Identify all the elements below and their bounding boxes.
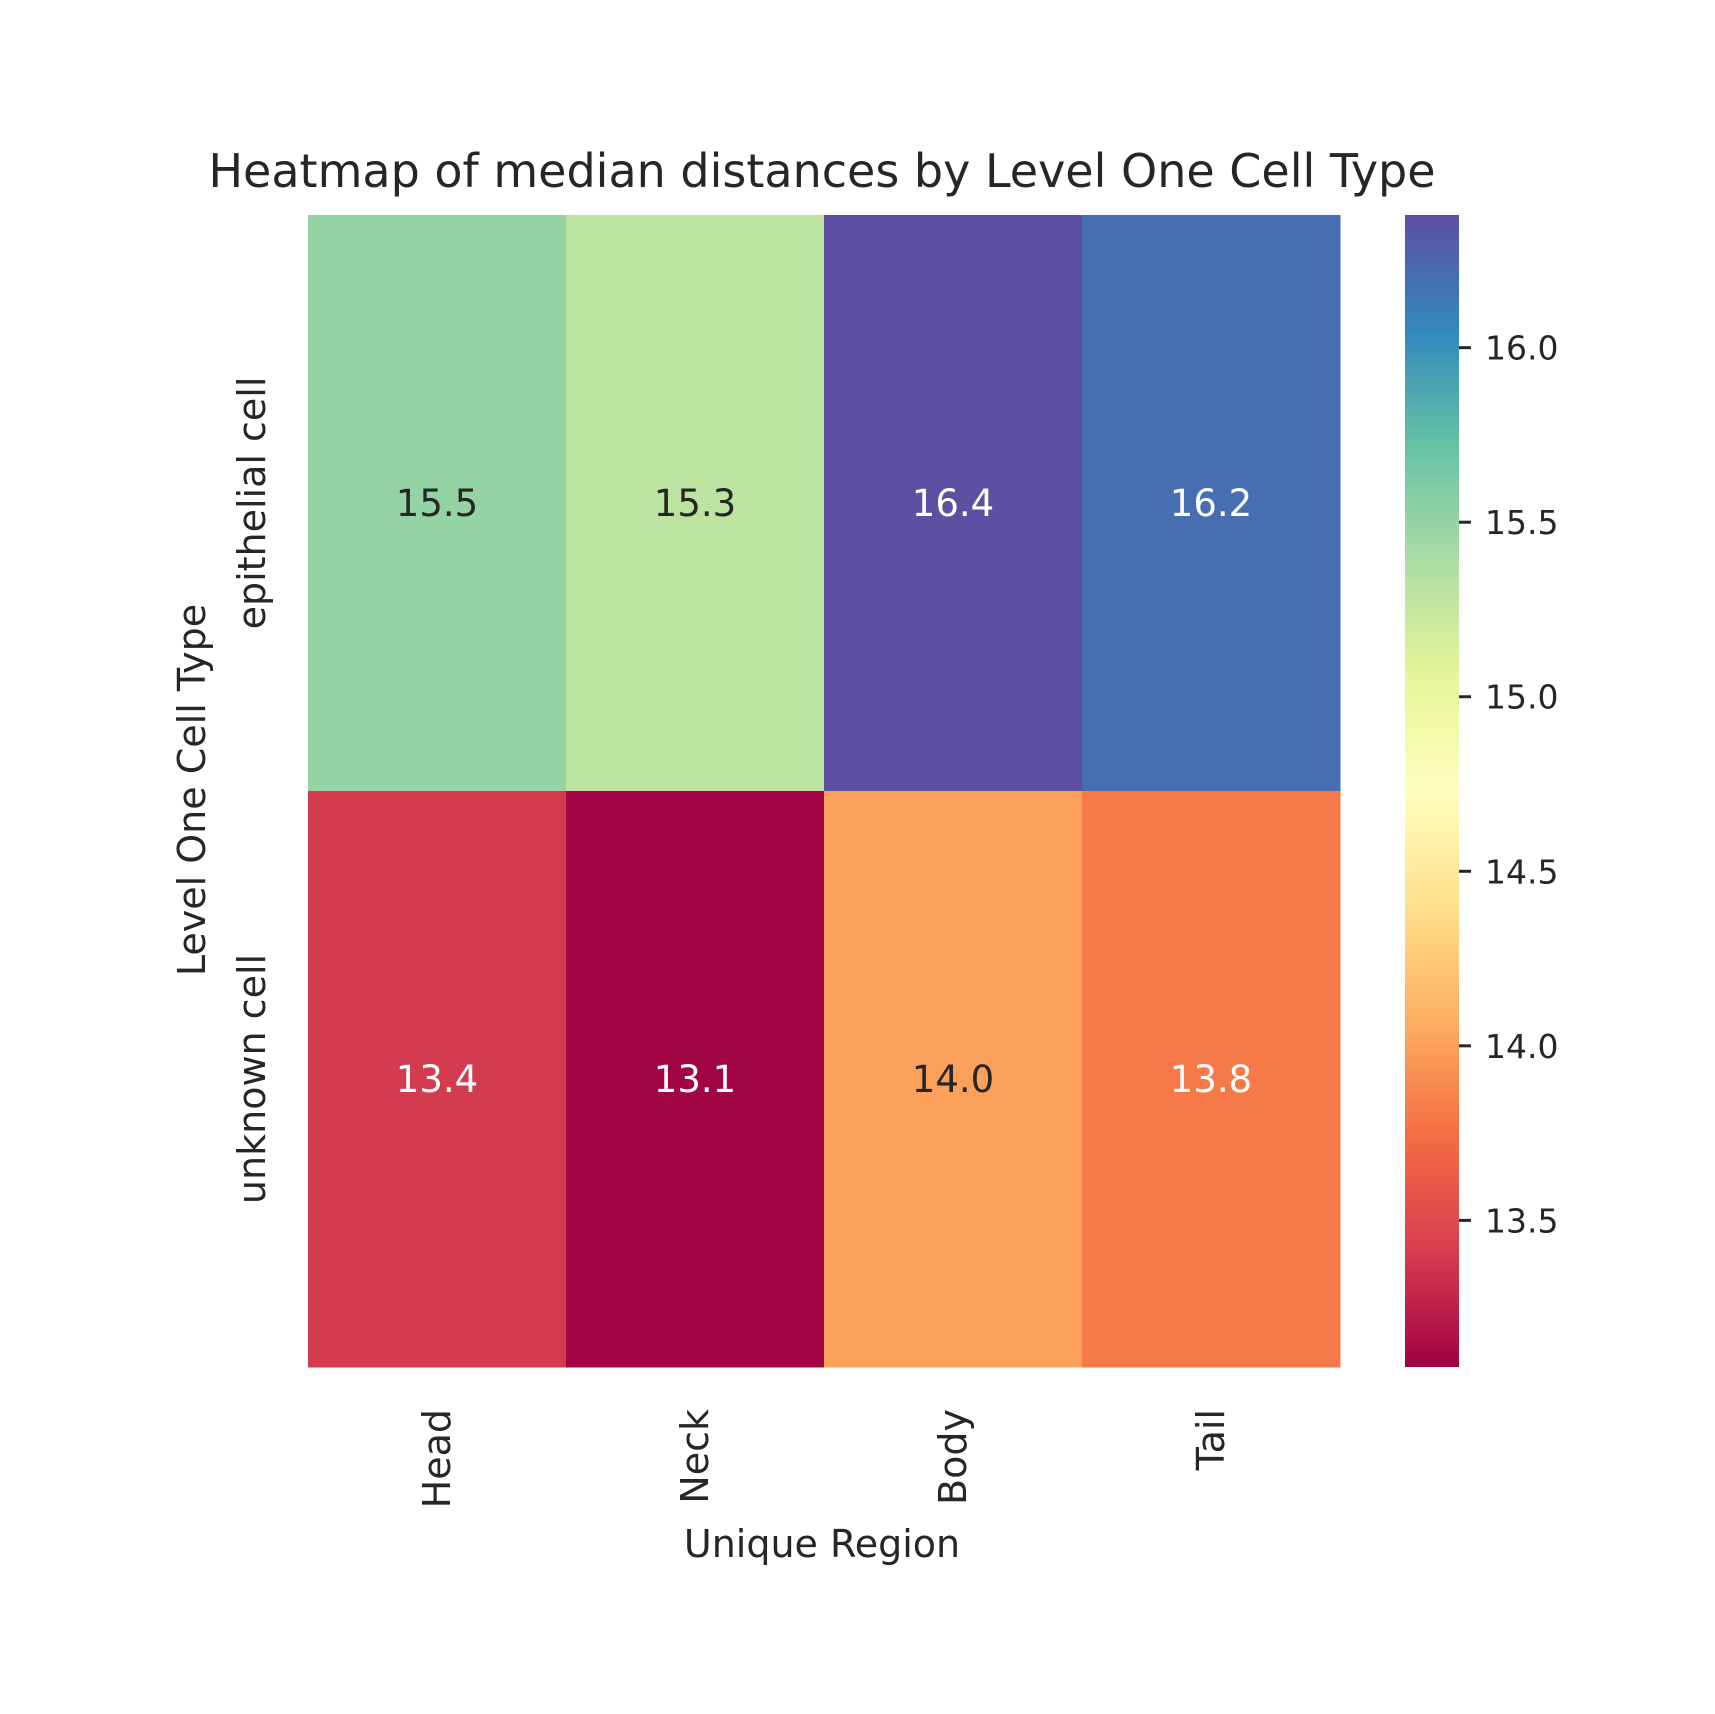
heatmap-cell: [566, 215, 825, 792]
colorbar-tick-label: 13.5: [1485, 1201, 1558, 1240]
x-tick-label: Tail: [1189, 1409, 1233, 1471]
cell-value-label: 16.4: [912, 482, 994, 525]
colorbar-gradient: [1405, 215, 1459, 1367]
heatmap-cell: [308, 215, 567, 792]
cell-value-label: 15.3: [654, 482, 736, 525]
colorbar-ticks: 13.5 14.0 14.5 15.0 15.5 16.0: [1459, 329, 1558, 1240]
cell-value-label: 13.8: [1170, 1058, 1252, 1101]
cell-value-label: 16.2: [1170, 482, 1252, 525]
x-tick-label: Head: [415, 1409, 459, 1508]
colorbar-tick-label: 14.0: [1485, 1027, 1558, 1066]
y-axis-label: Level One Cell Type: [170, 604, 214, 976]
colorbar-tick-label: 15.5: [1485, 503, 1558, 542]
x-axis-label: Unique Region: [684, 1522, 960, 1566]
heatmap-cell: [566, 791, 825, 1368]
x-tick-label: Neck: [673, 1409, 717, 1504]
colorbar-tick-label: 15.0: [1485, 678, 1558, 717]
colorbar: 13.5 14.0 14.5 15.0 15.5 16.0: [1405, 215, 1558, 1367]
y-tick-label: epithelial cell: [230, 377, 274, 630]
x-tick-label: Body: [931, 1409, 975, 1505]
cell-value-label: 14.0: [912, 1058, 994, 1101]
y-tick-labels: epithelial cell unknown cell: [230, 377, 274, 1205]
chart-title: Heatmap of median distances by Level One…: [208, 144, 1435, 198]
cell-value-label: 15.5: [396, 482, 478, 525]
x-tick-labels: Head Neck Body Tail: [415, 1409, 1233, 1508]
heatmap-cell: [1082, 215, 1341, 792]
cell-value-label: 13.1: [654, 1058, 736, 1101]
colorbar-tick-label: 14.5: [1485, 852, 1558, 891]
heatmap-cells: [308, 215, 1341, 1368]
heatmap-cell-labels: 15.5 15.3 16.4 16.2 13.4 13.1 14.0 13.8: [396, 482, 1252, 1101]
colorbar-tick-label: 16.0: [1485, 329, 1558, 368]
heatmap-cell: [824, 791, 1083, 1368]
heatmap-cell: [824, 215, 1083, 792]
heatmap-cell: [308, 791, 567, 1368]
cell-value-label: 13.4: [396, 1058, 478, 1101]
y-tick-label: unknown cell: [230, 954, 274, 1204]
heatmap-cell: [1082, 791, 1341, 1368]
